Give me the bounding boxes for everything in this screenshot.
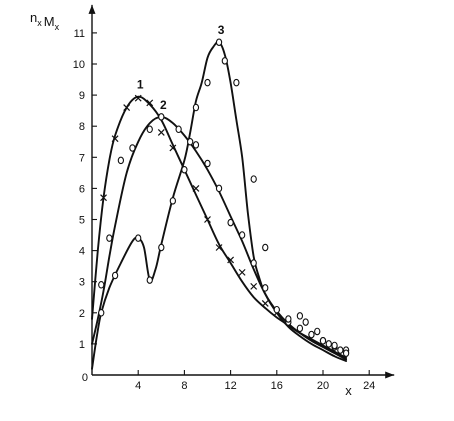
series-2-point [187, 138, 194, 146]
series-2-line [91, 115, 348, 361]
series-1-label: 1 [137, 78, 144, 92]
series-1-point [111, 135, 119, 143]
series-2-point [129, 144, 136, 152]
series-1-point [204, 216, 211, 223]
series-3-point [98, 309, 105, 317]
series-3-point [135, 234, 142, 242]
x-axis-arrow [385, 371, 395, 379]
series-3-point [181, 165, 188, 174]
y-tick-label: 11 [74, 28, 85, 40]
x-tick-label: 24 [363, 380, 375, 392]
y-tick-label: 9 [79, 90, 85, 102]
series-2-point [98, 281, 105, 289]
y-tick-label: 4 [79, 246, 85, 258]
y-axis-label: nx Mx [30, 10, 60, 32]
series-labels: 1 2 3 [137, 23, 225, 112]
series-2-point [106, 234, 113, 242]
series-1-line [91, 95, 348, 359]
series-3-point [285, 315, 292, 323]
y-tick-label: 5 [79, 215, 85, 227]
series-3-point [250, 175, 257, 183]
series-1-point [250, 282, 258, 290]
series-3-point [314, 327, 321, 336]
series-3-point [296, 312, 304, 320]
y-tick-label: 6 [79, 183, 85, 195]
series-1-point [146, 99, 154, 107]
series-2-point [192, 141, 200, 149]
y-tick-label: 10 [73, 59, 85, 71]
series-2-point [146, 125, 153, 134]
y-tick-label: 3 [79, 277, 85, 289]
series-2-point [250, 259, 257, 267]
series-3-point [342, 349, 350, 357]
x-tick-label: 8 [181, 380, 187, 392]
series-1-point [227, 256, 235, 264]
x-tick-label: 16 [271, 380, 283, 392]
x-tick-label: 4 [135, 380, 141, 392]
series-3-point [337, 346, 344, 354]
series-1-point [261, 300, 269, 307]
series-3-point [221, 57, 228, 65]
x-tick-label: 20 [317, 380, 329, 392]
series-3-point [319, 337, 327, 345]
series-1-point [215, 244, 223, 251]
series-3-point [308, 330, 315, 339]
series-3-label: 3 [218, 23, 225, 37]
series-3-point [192, 103, 200, 112]
series-1-point [100, 194, 107, 202]
x-tick-label: 12 [224, 380, 236, 392]
y-tick-label: 7 [79, 152, 85, 164]
origin-label: 0 [82, 372, 88, 384]
series-3-point [146, 276, 153, 284]
series-1-point [123, 104, 131, 111]
x-axis-label: x [345, 383, 352, 398]
series-2-point [238, 231, 246, 239]
series-3-point [262, 243, 269, 252]
series-3-point [325, 340, 332, 348]
series-1-point [134, 94, 142, 102]
series-markers [98, 38, 350, 357]
series-3-point [233, 78, 240, 87]
series-2-point [273, 305, 280, 314]
series-2-point [227, 218, 234, 227]
series-2-point [204, 159, 211, 168]
series-3-point [215, 38, 223, 46]
series-1-point [157, 128, 165, 136]
series-3-point [111, 271, 119, 280]
series-3-point [158, 243, 165, 252]
series-2-point [215, 184, 223, 193]
series-1-point [238, 268, 246, 276]
y-tick-label: 1 [79, 339, 85, 351]
y-tick-label: 2 [79, 308, 85, 320]
series-3-point [331, 341, 338, 350]
series-3-point [169, 197, 176, 205]
series-2-point [158, 113, 165, 121]
y-axis-arrow [88, 4, 96, 14]
series-2-point [262, 284, 269, 292]
series-2-point [296, 324, 304, 333]
y-tick-label: 8 [79, 121, 85, 133]
series-2-point [175, 125, 182, 134]
series-1-point [192, 184, 200, 192]
series-2-point [117, 156, 125, 165]
series-3-point [204, 78, 211, 87]
series-3-point [302, 318, 309, 326]
series-1-point [169, 144, 177, 152]
series-2-label: 2 [160, 98, 167, 112]
